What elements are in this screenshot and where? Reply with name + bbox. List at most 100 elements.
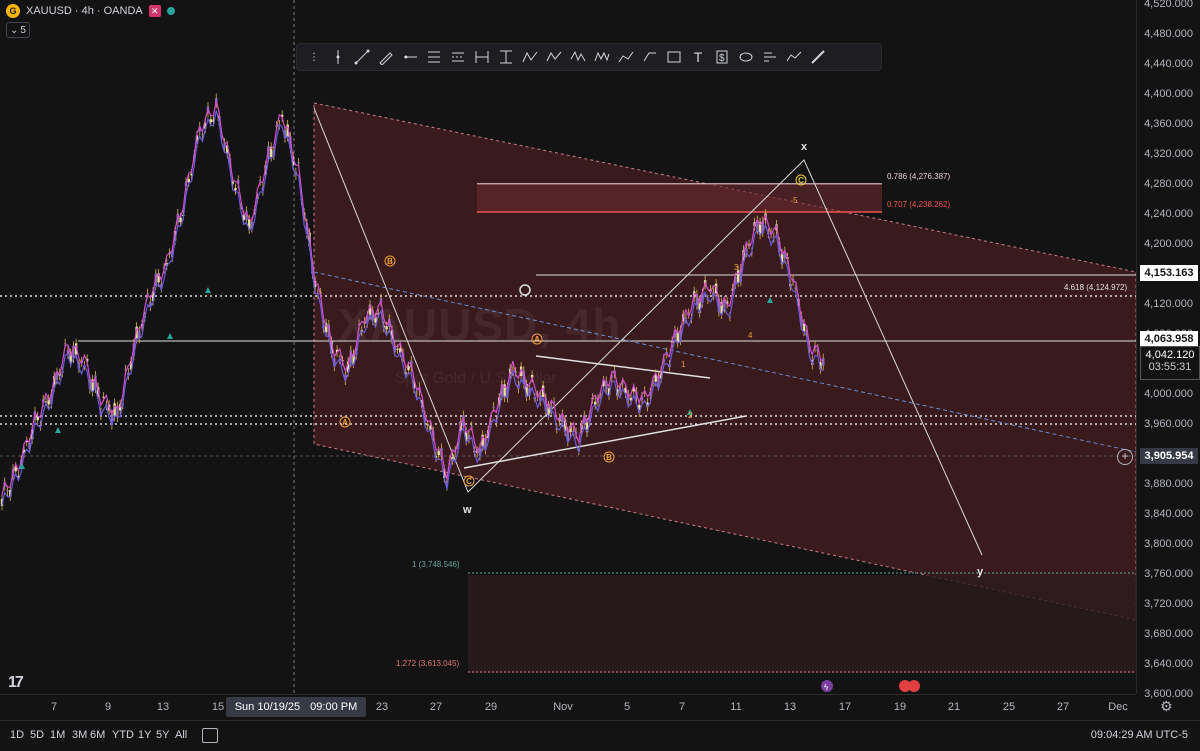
range-button-1d[interactable]: 1D bbox=[10, 729, 25, 741]
range-button-5y[interactable]: 5Y bbox=[156, 729, 170, 741]
candle-body bbox=[234, 187, 237, 191]
add-alert-plus-icon[interactable]: + bbox=[1117, 449, 1133, 465]
polyline-icon[interactable] bbox=[641, 48, 659, 66]
candle-body bbox=[291, 156, 295, 166]
buy-signal-triangle bbox=[767, 297, 773, 303]
candle-body bbox=[698, 300, 701, 314]
bottom-bar: 1D 5D 1M 3M 6M YTD 1Y 5Y All 09:04:29 AM UTC-5 bbox=[0, 720, 1200, 751]
candle-body bbox=[709, 289, 712, 291]
candle-body bbox=[728, 316, 732, 318]
candle-body bbox=[349, 350, 353, 363]
drag-handle-icon[interactable]: ⋮ bbox=[309, 51, 319, 63]
wave-path-wxy[interactable] bbox=[313, 107, 983, 556]
range-button-ytd[interactable]: YTD bbox=[112, 729, 134, 741]
vertical-line-icon[interactable] bbox=[329, 48, 347, 66]
crosshair-time-label: Sun 10/19/25 09:00 PM bbox=[226, 697, 366, 717]
range-button-6m[interactable]: 6M bbox=[90, 729, 106, 741]
drawing-toolbar: ⋮ T $ bbox=[296, 43, 882, 71]
price-tick: 4,280.000 bbox=[1144, 178, 1193, 190]
trend-line-icon[interactable] bbox=[353, 48, 371, 66]
price-tick: 4,320.000 bbox=[1144, 148, 1193, 160]
gear-icon[interactable]: ⚙ bbox=[1160, 698, 1173, 714]
us-flag-event-icon[interactable] bbox=[899, 680, 911, 692]
candle-body bbox=[602, 380, 605, 387]
candle-body bbox=[47, 399, 50, 405]
candle-body bbox=[756, 220, 759, 230]
fib-1272-label: 1.272 (3,613.045) bbox=[396, 659, 459, 668]
close-icon[interactable]: ✕ bbox=[148, 5, 161, 17]
candle-body bbox=[618, 387, 622, 392]
candle-body bbox=[445, 480, 449, 487]
candle-body bbox=[404, 372, 407, 374]
market-open-indicator-icon bbox=[166, 7, 175, 15]
lightning-event-icon[interactable] bbox=[821, 680, 833, 692]
price-scale[interactable]: 4,520.000 4,480.000 4,440.000 4,400.000 4,36… bbox=[1136, 0, 1200, 700]
candle-body bbox=[569, 426, 572, 433]
crosshair-price-label: 3,905.954 bbox=[1140, 448, 1198, 464]
time-tick: 5 bbox=[623, 701, 631, 713]
forecast-icon[interactable] bbox=[785, 48, 803, 66]
time-tick: 7 bbox=[50, 701, 58, 713]
horizontal-ray-icon[interactable] bbox=[401, 48, 419, 66]
candle-body bbox=[443, 469, 446, 478]
candle-body bbox=[393, 345, 396, 352]
wave-label-y: y bbox=[977, 566, 984, 578]
median-trend-line bbox=[313, 271, 1137, 453]
candle-body bbox=[102, 396, 105, 398]
candle-body bbox=[157, 273, 160, 283]
candle-body bbox=[467, 435, 471, 439]
time-axis[interactable]: 7 9 13 15 23 27 29 Nov 5 7 11 13 17 19 21 25 27 Dec Sun 1… bbox=[0, 694, 1136, 721]
long-position-icon[interactable]: $ bbox=[713, 48, 731, 66]
wave-circle-labels: A B C A B C bbox=[339, 174, 807, 487]
chart-canvas[interactable]: w x y A B C A B C 1 2 3 4 5 0.786 (4,276… bbox=[0, 0, 1137, 694]
candle-body bbox=[588, 414, 591, 422]
candle-body bbox=[701, 293, 704, 304]
collapse-indicators-button[interactable]: ⌄ 5 bbox=[6, 22, 30, 38]
tradingview-logo[interactable]: 17 bbox=[8, 674, 24, 691]
candle-body bbox=[646, 402, 649, 407]
pencil-icon[interactable] bbox=[809, 48, 827, 66]
alert-clock-icon[interactable] bbox=[519, 284, 531, 296]
brush-icon[interactable] bbox=[377, 48, 395, 66]
candle-body bbox=[179, 217, 182, 223]
rectangle-icon[interactable] bbox=[665, 48, 683, 66]
range-button-5d[interactable]: 5D bbox=[30, 729, 45, 741]
price-tick: 3,760.000 bbox=[1144, 568, 1193, 580]
range-button-3m[interactable]: 3M bbox=[72, 729, 88, 741]
candle-body bbox=[377, 313, 380, 315]
candle-body bbox=[426, 424, 429, 426]
price-tick: 4,440.000 bbox=[1144, 58, 1193, 70]
gold-coin-icon: G bbox=[6, 4, 20, 18]
range-button-1m[interactable]: 1M bbox=[50, 729, 66, 741]
candle-body bbox=[429, 425, 432, 430]
abcd-pattern-icon[interactable] bbox=[545, 48, 563, 66]
time-tick: 19 bbox=[893, 701, 907, 713]
triangle-upper-line[interactable] bbox=[535, 355, 711, 379]
volume-profile-icon[interactable] bbox=[761, 48, 779, 66]
candle-body bbox=[800, 316, 803, 326]
candle-body bbox=[561, 413, 564, 423]
price-range-icon[interactable] bbox=[497, 48, 515, 66]
candle-body bbox=[91, 379, 94, 392]
candle-body bbox=[723, 300, 726, 309]
parallel-channel-icon[interactable] bbox=[449, 48, 467, 66]
clock-display[interactable]: 09:04:29 AM UTC-5 bbox=[1090, 729, 1188, 741]
fib-retracement-icon[interactable] bbox=[425, 48, 443, 66]
abc-pattern-icon[interactable] bbox=[521, 48, 539, 66]
chart-svg[interactable]: w x y A B C A B C 1 2 3 4 5 0.786 (4,276… bbox=[0, 0, 1137, 694]
triangle-lower-line[interactable] bbox=[463, 415, 747, 469]
text-tool-icon[interactable]: T bbox=[693, 49, 703, 65]
wxyxz-pattern-icon[interactable] bbox=[593, 48, 611, 66]
path-tool-icon[interactable] bbox=[617, 48, 635, 66]
symbol-title[interactable]: XAUUSD · 4h · OANDA bbox=[26, 5, 143, 17]
range-button-1y[interactable]: 1Y bbox=[138, 729, 152, 741]
us-flag-event-icon[interactable] bbox=[908, 680, 920, 692]
ellipse-icon[interactable] bbox=[737, 48, 755, 66]
calendar-icon[interactable] bbox=[202, 728, 218, 743]
date-range-icon[interactable] bbox=[473, 48, 491, 66]
range-button-all[interactable]: All bbox=[175, 729, 188, 741]
fib-4618-label: 4.618 (4,124.972) bbox=[1064, 283, 1127, 292]
candle-body bbox=[610, 375, 613, 378]
wxy-pattern-icon[interactable] bbox=[569, 48, 587, 66]
candle-body bbox=[522, 370, 526, 385]
